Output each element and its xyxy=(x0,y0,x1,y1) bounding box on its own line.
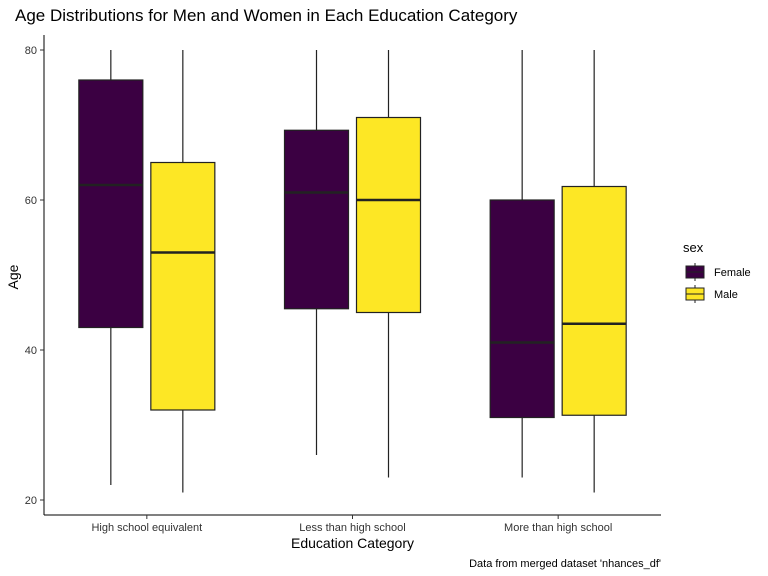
legend-label: Female xyxy=(714,267,751,279)
box-male-3 xyxy=(561,50,627,493)
y-tick-label: 20 xyxy=(25,495,37,507)
box-male-2 xyxy=(355,50,422,478)
legend-title: sex xyxy=(683,240,704,255)
y-axis-ticks: 20 40 60 80 xyxy=(25,45,44,507)
x-axis-ticks: High school equivalent Less than high sch… xyxy=(91,515,612,534)
box-female-2 xyxy=(283,50,350,455)
box-iqr xyxy=(283,129,350,310)
x-axis-title: Education Category xyxy=(291,535,414,551)
legend-key-female xyxy=(685,263,705,281)
box-male-1 xyxy=(150,50,216,493)
x-tick-label: High school equivalent xyxy=(91,522,202,534)
box-iqr xyxy=(78,79,144,329)
legend-label: Male xyxy=(714,289,738,301)
y-tick-label: 40 xyxy=(25,345,37,357)
legend: sex Female Male xyxy=(683,240,751,303)
box-iqr xyxy=(150,161,216,411)
y-axis-title: Age xyxy=(5,264,21,289)
x-tick-label: Less than high school xyxy=(299,522,405,534)
chart-title: Age Distributions for Men and Women in E… xyxy=(15,6,518,25)
y-tick-label: 80 xyxy=(25,45,37,57)
caption: Data from merged dataset 'nhances_df' xyxy=(469,558,661,570)
box-female-1 xyxy=(78,50,144,485)
x-tick-label: More than high school xyxy=(504,522,612,534)
y-tick-label: 60 xyxy=(25,195,37,207)
box-iqr xyxy=(489,199,555,419)
plot-area xyxy=(78,50,627,493)
legend-key-male xyxy=(685,285,705,303)
box-female-3 xyxy=(489,50,555,478)
box-iqr xyxy=(355,116,422,314)
box-iqr xyxy=(561,185,627,416)
